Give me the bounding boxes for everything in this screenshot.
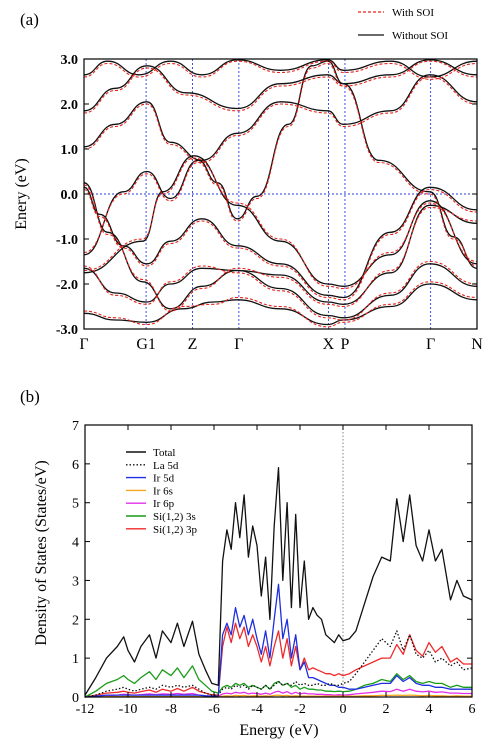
- band-line-without-soi: [84, 186, 477, 299]
- band-y-tick-label: -3.0: [56, 323, 78, 338]
- dos-line-ir-5d: [84, 583, 472, 698]
- dos-legend-label: Si(1,2) 3p: [153, 524, 198, 536]
- dos-legend-label: Si(1,2) 3s: [153, 511, 196, 523]
- band-y-axis-label: Enery (eV): [13, 158, 30, 230]
- band-line-with-soi: [84, 157, 477, 290]
- dos-line-si-1-2-3p: [84, 622, 472, 698]
- dos-x-tick-label: -10: [119, 702, 138, 717]
- k-point-label: Γ: [426, 336, 435, 353]
- band-line-with-soi: [84, 60, 477, 80]
- band-y-tick-label: 1.0: [61, 143, 79, 158]
- k-point-label: G1: [136, 336, 156, 353]
- dos-line-la-5d: [84, 630, 473, 698]
- dos-x-tick-label: -4: [251, 702, 263, 717]
- band-y-tick-label: -2.0: [56, 278, 78, 293]
- band-line-with-soi: [84, 188, 477, 301]
- dos-y-tick-label: 0: [72, 691, 79, 706]
- band-line-without-soi: [84, 74, 477, 161]
- dos-y-ticks: 0 1 2 3 4 5 6 7: [72, 419, 472, 706]
- dos-legend-label: La 5d: [153, 460, 179, 472]
- band-y-tick-label: -1.0: [56, 233, 78, 248]
- dos-x-tick-label: 6: [469, 702, 476, 717]
- dos-panel: (b) Density of States (States/eV) Energy…: [20, 387, 476, 739]
- dos-curves: [84, 467, 473, 698]
- dos-legend-label: Ir 6s: [153, 485, 173, 497]
- band-legend: With SOI Without SOI: [358, 7, 448, 42]
- band-line-with-soi: [84, 62, 477, 267]
- dos-y-tick-label: 4: [72, 536, 79, 551]
- band-k-labels: Γ G1 Z Γ X P Γ N: [79, 336, 483, 353]
- band-line-without-soi: [84, 60, 477, 269]
- band-line-without-soi: [84, 182, 477, 310]
- dos-x-tick-label: 0: [340, 702, 347, 717]
- band-y-tick-label: 0.0: [61, 188, 79, 203]
- band-line-with-soi: [84, 260, 477, 321]
- legend-label-with-soi: With SOI: [392, 7, 434, 19]
- dos-y-tick-label: 7: [72, 419, 79, 434]
- band-line-without-soi: [84, 59, 477, 112]
- dos-line-total: [84, 467, 473, 696]
- panel-a-label: (a): [20, 10, 39, 29]
- dos-x-tick-label: 4: [426, 702, 433, 717]
- k-point-label: Γ: [79, 336, 88, 353]
- band-y-tick-label: 3.0: [61, 53, 79, 68]
- dos-y-tick-label: 1: [72, 652, 79, 667]
- dos-x-tick-label: -2: [294, 702, 306, 717]
- dos-x-tick-label: -6: [208, 702, 220, 717]
- band-y-ticks: 3.0 2.0 1.0 0.0 -1.0 -2.0 -3.0: [56, 53, 477, 338]
- dos-line-si-1-2-3s: [84, 665, 472, 698]
- dos-y-tick-label: 3: [72, 574, 79, 589]
- k-point-label: X: [323, 336, 335, 353]
- dos-x-tick-label: -12: [76, 702, 95, 717]
- band-line-without-soi: [84, 283, 477, 326]
- band-line-with-soi: [84, 184, 477, 312]
- dos-y-axis-label: Density of States (States/eV): [33, 460, 50, 645]
- dos-y-tick-label: 5: [72, 497, 79, 512]
- band-line-without-soi: [84, 59, 477, 78]
- dos-y-tick-label: 6: [72, 458, 79, 473]
- dos-x-ticks: -12 -10 -8 -6 -4 -2 0 2 4 6: [76, 425, 476, 717]
- legend-label-without-soi: Without SOI: [392, 30, 448, 42]
- dos-legend-label: Ir 6p: [153, 498, 175, 510]
- dos-line-ir-6p: [84, 688, 472, 698]
- dos-x-tick-label: 2: [383, 702, 390, 717]
- k-point-label: N: [471, 336, 483, 353]
- dos-plot-frame: [84, 424, 473, 698]
- band-line-with-soi: [84, 60, 477, 114]
- band-structure-panel: (a) Enery (eV) 3.02.01.00.0-1.0-2.0-3.0 …: [13, 7, 483, 353]
- band-curves: [84, 59, 477, 328]
- dos-x-tick-label: -8: [165, 702, 177, 717]
- k-point-label: P: [340, 336, 349, 353]
- band-line-without-soi: [84, 263, 477, 319]
- band-line-with-soi: [84, 76, 477, 164]
- panel-b-label: (b): [20, 387, 40, 406]
- band-y-tick-label: 2.0: [61, 98, 79, 113]
- k-point-label: Γ: [234, 336, 243, 353]
- k-point-label: Z: [188, 336, 198, 353]
- dos-y-tick-label: 2: [72, 613, 79, 628]
- dos-x-axis-label: Energy (eV): [239, 722, 318, 739]
- dos-legend-label: Total: [153, 447, 175, 459]
- dos-legend-label: Ir 5d: [153, 473, 175, 485]
